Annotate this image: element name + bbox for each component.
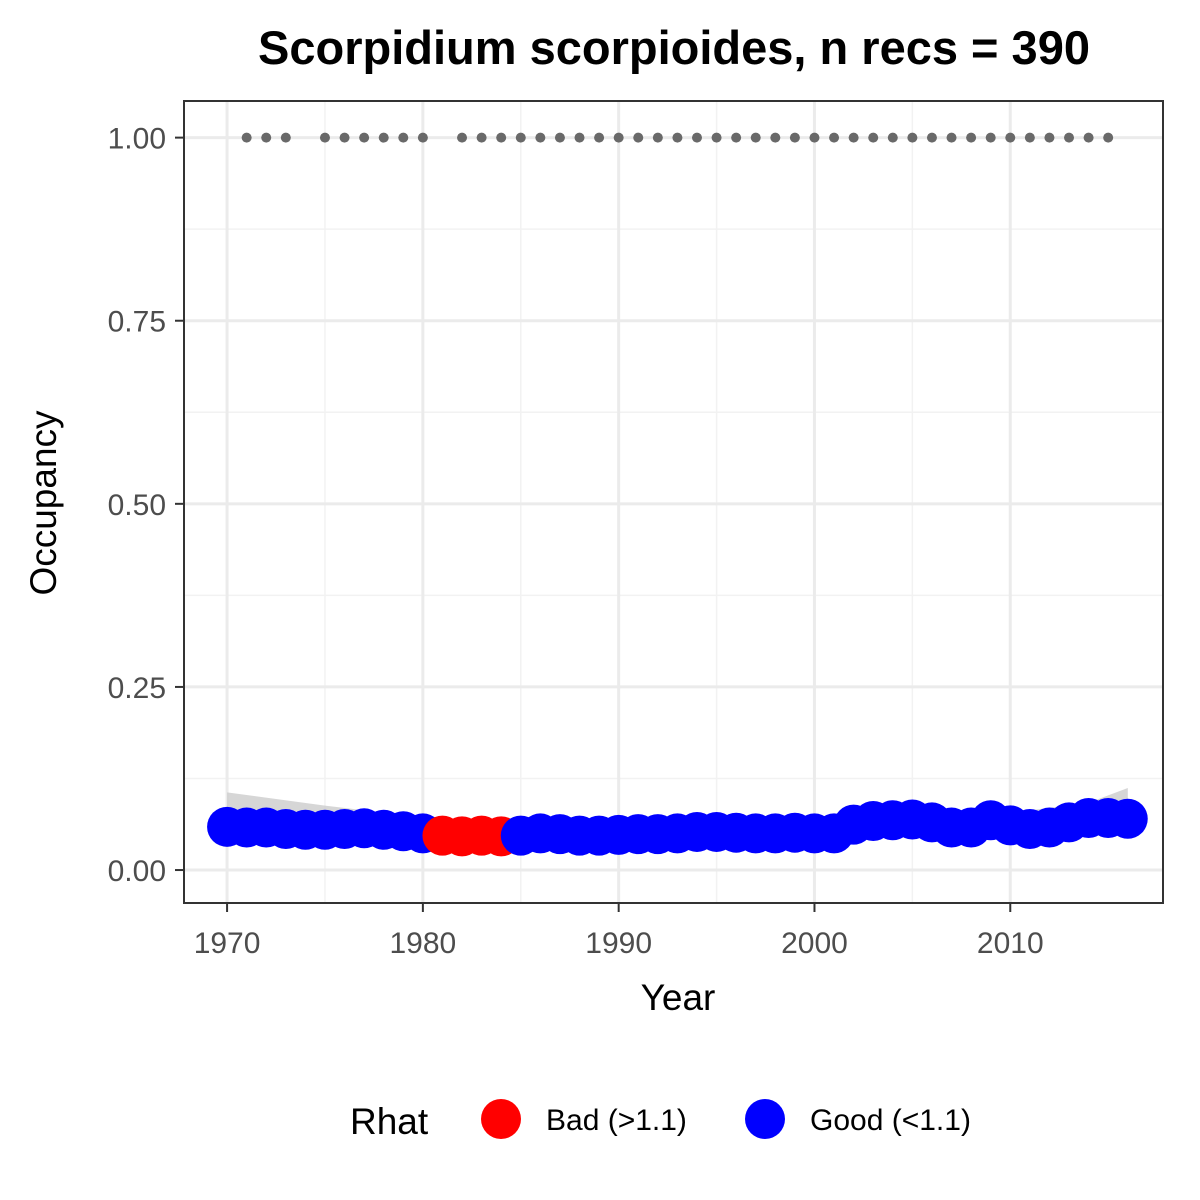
occupancy-point: [1107, 798, 1148, 839]
record-point: [594, 132, 605, 143]
legend-title: Rhat: [350, 1101, 429, 1142]
y-axis: 0.00 0.25 0.50 0.75 1.00: [108, 123, 184, 888]
record-point: [731, 132, 742, 143]
occupancy-points-layer: [207, 798, 1148, 857]
chart-title: Scorpidium scorpioides, n recs = 390: [258, 21, 1090, 74]
record-point: [496, 132, 507, 143]
legend-good-marker: [745, 1099, 785, 1139]
record-point: [261, 132, 272, 143]
y-tick-label: 1.00: [108, 123, 166, 156]
record-point: [926, 132, 937, 143]
panel-background: [184, 101, 1163, 903]
x-axis: 1970 1980 1990 2000 2010: [194, 903, 1044, 960]
record-point: [1083, 132, 1094, 143]
record-point: [829, 132, 840, 143]
record-point: [966, 132, 977, 143]
record-point: [280, 132, 291, 143]
record-point: [398, 132, 409, 143]
y-tick-label: 0.50: [108, 489, 166, 522]
record-point: [554, 132, 565, 143]
record-point: [691, 132, 702, 143]
grid-minor: [184, 101, 1163, 903]
record-point: [1044, 132, 1055, 143]
record-point: [535, 132, 546, 143]
record-point: [574, 132, 585, 143]
y-axis-title: Occupancy: [23, 410, 64, 596]
record-point: [848, 132, 859, 143]
record-point: [1005, 132, 1016, 143]
record-point: [711, 132, 722, 143]
y-tick-label: 0.00: [108, 855, 166, 888]
record-point: [457, 132, 468, 143]
record-point: [319, 132, 330, 143]
record-point: [633, 132, 644, 143]
legend-bad-marker: [481, 1099, 521, 1139]
record-point: [789, 132, 800, 143]
record-point: [515, 132, 526, 143]
record-point: [985, 132, 996, 143]
x-axis-title: Year: [641, 977, 716, 1018]
record-point: [417, 132, 428, 143]
legend: Rhat Bad (>1.1) Good (<1.1): [350, 1099, 971, 1142]
record-point: [1064, 132, 1075, 143]
y-tick-label: 0.75: [108, 306, 166, 339]
x-tick-label: 2010: [977, 927, 1044, 960]
record-point: [946, 132, 957, 143]
legend-good-label: Good (<1.1): [810, 1104, 971, 1137]
y-tick-label: 0.25: [108, 672, 166, 705]
record-points-layer: [241, 132, 1114, 143]
record-point: [1024, 132, 1035, 143]
record-point: [359, 132, 370, 143]
record-point: [241, 132, 252, 143]
record-point: [907, 132, 918, 143]
record-point: [378, 132, 389, 143]
x-tick-label: 2000: [781, 927, 848, 960]
panel-border: [183, 100, 1164, 904]
x-tick-label: 1970: [194, 927, 261, 960]
record-point: [750, 132, 761, 143]
record-point: [672, 132, 683, 143]
record-point: [652, 132, 663, 143]
record-point: [868, 132, 879, 143]
record-point: [1103, 132, 1114, 143]
record-point: [887, 132, 898, 143]
x-tick-label: 1990: [585, 927, 652, 960]
record-point: [339, 132, 350, 143]
record-point: [476, 132, 487, 143]
plot-area: [183, 100, 1164, 904]
record-point: [809, 132, 820, 143]
record-point: [770, 132, 781, 143]
x-tick-label: 1980: [390, 927, 457, 960]
legend-bad-label: Bad (>1.1): [546, 1104, 687, 1137]
record-point: [613, 132, 624, 143]
